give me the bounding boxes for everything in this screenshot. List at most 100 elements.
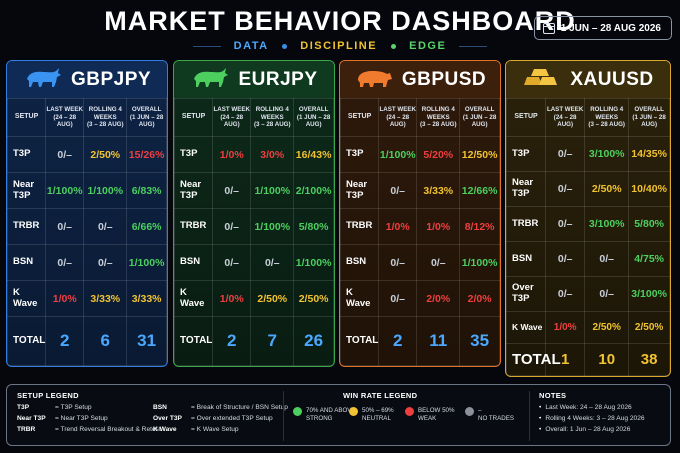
table-row: BSN 0/– 0/– 1/100%: [340, 244, 500, 281]
total-label: TOTAL: [174, 316, 214, 366]
panel-header: EURJPY: [174, 61, 334, 98]
setup-name: K Wave: [7, 280, 47, 317]
setup-name: TRBR: [340, 208, 380, 245]
last-week-value: 0/–: [212, 208, 252, 245]
setup-name: T3P: [506, 136, 547, 172]
status-dot-icon: [405, 407, 414, 416]
legend-item-t3p: T3P = T3P Setup: [17, 404, 92, 411]
table-row: TRBR 0/– 0/– 6/66%: [7, 208, 167, 245]
header-label: ROLLING 4 WEEKS: [590, 105, 624, 121]
total-rolling: 10: [584, 343, 630, 376]
last-week-value: 1/0%: [545, 311, 586, 344]
win-rate-legend-title: WIN RATE LEGEND: [343, 391, 418, 400]
overall-value: 12/66%: [459, 172, 500, 209]
panel-header: GBPJPY: [7, 61, 167, 98]
header-label: LAST WEEK: [546, 105, 584, 113]
rolling-value: 3/33%: [83, 280, 128, 317]
win-rate-item: 70% AND ABOVE STRONG: [293, 407, 356, 424]
header-label: SETUP: [14, 113, 39, 121]
col-setup-header: SETUP: [174, 98, 214, 137]
header-label: SETUP: [181, 113, 206, 121]
header-range: (3 – 28 AUG): [86, 121, 124, 129]
win-rate-label: BELOW 50%: [418, 407, 455, 414]
overall-value: 6/66%: [126, 208, 167, 245]
notes-title: NOTES: [539, 391, 567, 400]
col-rolling-header: ROLLING 4 WEEKS (3 – 28 AUG): [584, 98, 630, 137]
overall-value: 2/50%: [293, 280, 334, 317]
last-week-value: 0/–: [545, 276, 586, 312]
setup-name: K Wave: [340, 280, 380, 317]
last-week-value: 0/–: [545, 241, 586, 277]
header-label: OVERALL: [634, 105, 664, 113]
header-range: (24 – 28 AUG): [553, 113, 577, 129]
setup-name: Near T3P: [340, 172, 380, 209]
rolling-value: 2/0%: [416, 280, 461, 317]
setup-name: Near T3P: [506, 171, 547, 207]
panel-eurjpy: EURJPY SETUP LAST WEEK (24 – 28 AUG) ROLLING…: [173, 60, 335, 367]
total-last-week: 2: [212, 316, 252, 366]
status-dot-icon: [465, 407, 474, 416]
win-rate-item: 50% – 69% NEUTRAL: [349, 407, 394, 424]
rolling-value: 1/100%: [250, 208, 295, 245]
win-rate-sub: NO TRADES: [478, 415, 514, 423]
setup-name: BSN: [340, 244, 380, 281]
orange-bear-icon: [354, 65, 394, 94]
header-range: (24 – 28 AUG): [386, 113, 410, 129]
col-rolling-header: ROLLING 4 WEEKS (3 – 28 AUG): [416, 98, 461, 137]
overall-value: 15/26%: [126, 136, 167, 173]
last-week-value: 0/–: [378, 172, 418, 209]
pair-name: EURJPY: [238, 68, 318, 90]
win-rate-label: 70% AND ABOVE: [306, 407, 356, 414]
rolling-value: 3/100%: [584, 136, 630, 172]
table-row: BSN 0/– 0/– 1/100%: [7, 244, 167, 281]
date-range-badge[interactable]: 1 JUN – 28 AUG 2026: [533, 16, 672, 40]
table-row: K Wave 1/0% 2/50% 2/50%: [506, 311, 670, 344]
win-rate-sub: STRONG: [306, 415, 333, 423]
table-row: T3P 0/– 3/100% 14/35%: [506, 136, 670, 172]
dashboard-header: MARKET BEHAVIOR DASHBOARD DATA DISCIPLIN…: [0, 0, 680, 58]
total-last-week: 2: [45, 316, 85, 366]
pair-name: GBPUSD: [401, 68, 487, 90]
total-rolling: 7: [250, 316, 295, 366]
rolling-value: 2/50%: [83, 136, 128, 173]
overall-value: 8/12%: [459, 208, 500, 245]
panel-gbpjpy: GBPJPY SETUP LAST WEEK (24 – 28 AUG) ROLLING…: [6, 60, 168, 367]
col-last-week-header: LAST WEEK (24 – 28 AUG): [378, 98, 418, 137]
win-rate-item: BELOW 50% WEAK: [405, 407, 454, 424]
header-label: LAST WEEK: [46, 105, 83, 113]
rolling-value: 3/0%: [250, 136, 295, 173]
header-label: OVERALL: [131, 105, 162, 113]
overall-value: 1/100%: [126, 244, 167, 281]
overall-value: 10/40%: [628, 171, 670, 207]
last-week-value: 0/–: [378, 280, 418, 317]
setup-name: TRBR: [174, 208, 214, 245]
overall-value: 16/43%: [293, 136, 334, 173]
table-row: Near T3P 1/100% 1/100% 6/83%: [7, 172, 167, 209]
header-range: (1 JUN – 28 AUG): [632, 113, 666, 129]
table-row: Near T3P 0/– 2/50% 10/40%: [506, 171, 670, 207]
header-range: (1 JUN – 28 AUG): [296, 113, 331, 129]
setup-name: BSN: [7, 244, 47, 281]
setup-name: Over T3P: [506, 276, 547, 312]
header-range: (1 JUN – 28 AUG): [462, 113, 497, 129]
header-range: (3 – 28 AUG): [588, 121, 625, 129]
table-header-row: SETUP LAST WEEK (24 – 28 AUG) ROLLING 4 WEE…: [174, 98, 334, 137]
total-label: TOTAL: [7, 316, 47, 366]
legend-item-near-t3p: Near T3P = Near T3P Setup: [17, 415, 108, 422]
setup-table: SETUP LAST WEEK (24 – 28 AUG) ROLLING 4 WEE…: [340, 98, 500, 366]
pair-name: XAUUSD: [570, 68, 654, 90]
overall-value: 3/100%: [628, 276, 670, 312]
setup-name: BSN: [506, 241, 547, 277]
total-last-week: 2: [378, 316, 418, 366]
header-range: (1 JUN – 28 AUG): [129, 113, 164, 129]
table-header-row: SETUP LAST WEEK (24 – 28 AUG) ROLLING 4 WEE…: [340, 98, 500, 137]
total-row: TOTAL 2 11 35: [340, 316, 500, 366]
overall-value: 6/83%: [126, 172, 167, 209]
header-range: (24 – 28 AUG): [53, 113, 77, 129]
setup-name: Near T3P: [174, 172, 214, 209]
col-rolling-header: ROLLING 4 WEEKS (3 – 28 AUG): [83, 98, 128, 137]
last-week-value: 0/–: [212, 172, 252, 209]
total-label: TOTAL: [340, 316, 380, 366]
overall-value: 12/50%: [459, 136, 500, 173]
green-bull-icon: [190, 65, 230, 94]
